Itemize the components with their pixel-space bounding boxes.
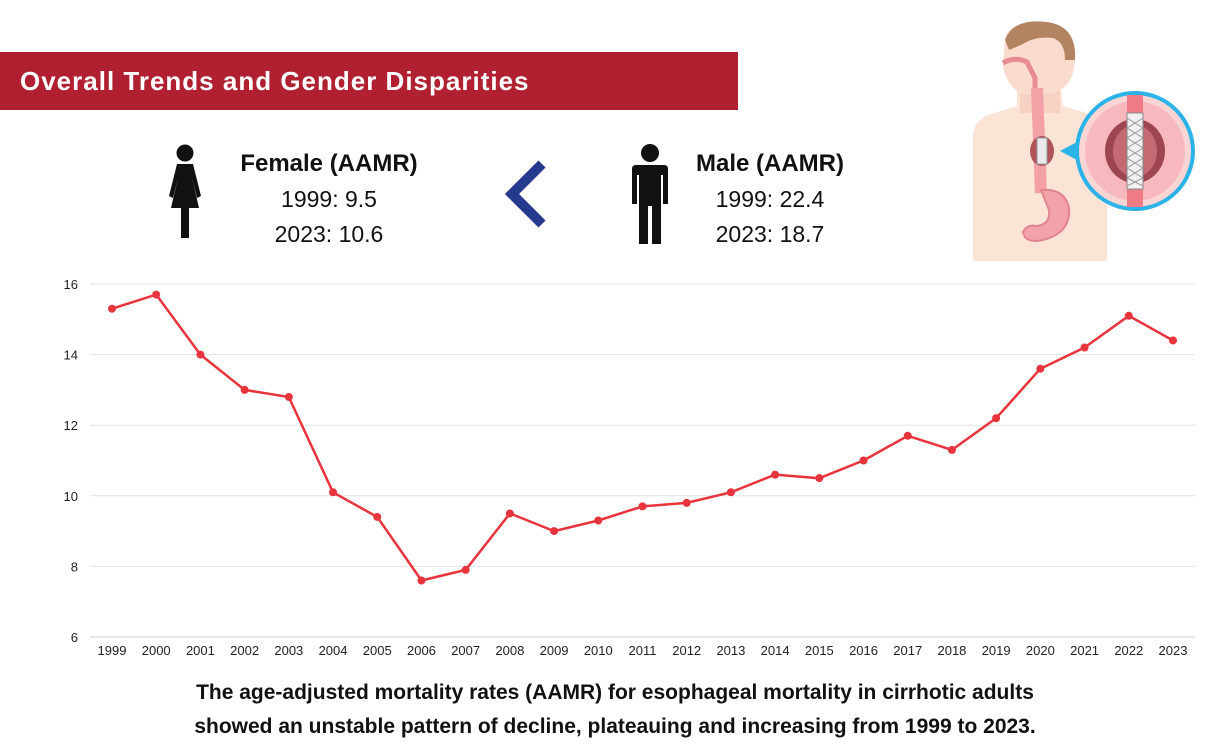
less-than-chevron-icon (504, 160, 546, 228)
data-point (1036, 364, 1045, 373)
data-point (682, 498, 691, 507)
title-banner: Overall Trends and Gender Disparities (0, 52, 738, 110)
data-point (373, 512, 382, 521)
female-stats: Female (AAMR) 1999: 9.5 2023: 10.6 (220, 150, 438, 248)
x-tick-label: 2011 (629, 643, 657, 658)
male-2023-value: 2023: 18.7 (715, 221, 825, 247)
female-title: Female (AAMR) (240, 150, 418, 177)
x-tick-label: 2004 (319, 643, 348, 658)
data-point (638, 502, 647, 511)
x-tick-label: 2003 (274, 643, 303, 658)
data-point (108, 304, 116, 313)
x-tick-label: 2018 (937, 643, 966, 658)
x-tick-label: 2002 (230, 643, 259, 658)
data-point (196, 350, 205, 359)
x-tick-label: 2007 (451, 643, 480, 658)
esophagus-stent-illustration (973, 21, 1195, 261)
caption-line-2: showed an unstable pattern of decline, p… (194, 715, 1036, 738)
data-point (859, 456, 868, 465)
data-point (771, 470, 780, 479)
x-tick-label: 2006 (407, 643, 436, 658)
x-tick-label: 2023 (1159, 643, 1188, 658)
x-tick-label: 2020 (1026, 643, 1055, 658)
male-person-icon (632, 144, 668, 244)
x-tick-label: 2001 (186, 643, 215, 658)
female-2023-value: 2023: 10.6 (274, 221, 384, 247)
data-point (417, 576, 426, 585)
x-tick-label: 2019 (982, 643, 1011, 658)
x-tick-label: 2021 (1070, 643, 1099, 658)
x-tick-label: 2012 (672, 643, 701, 658)
x-tick-label: 2016 (849, 643, 878, 658)
x-tick-label: 2009 (540, 643, 569, 658)
x-tick-label: 2015 (805, 643, 834, 658)
y-tick-label: 12 (64, 418, 78, 433)
y-tick-label: 16 (64, 277, 78, 292)
data-point (284, 392, 293, 401)
line-chart: 6 8 10 12 14 16 1999 2000 2001 2002 2003 2004 2005 2… (64, 277, 1195, 658)
data-point (815, 474, 824, 483)
data-point (240, 385, 249, 394)
data-point (461, 565, 470, 574)
male-1999-value: 1999: 22.4 (715, 186, 825, 212)
x-tick-label: 2000 (142, 643, 171, 658)
x-tick-label: 2014 (761, 643, 790, 658)
x-tick-label: 2022 (1114, 643, 1143, 658)
y-tick-label: 6 (71, 630, 78, 645)
data-point (329, 488, 338, 497)
x-tick-label: 2005 (363, 643, 392, 658)
female-1999-value: 1999: 9.5 (281, 186, 377, 212)
data-point (594, 516, 603, 525)
x-tick-label: 2013 (716, 643, 745, 658)
data-point (726, 488, 735, 497)
data-point (992, 414, 1001, 423)
data-point (1169, 336, 1177, 345)
data-point (152, 290, 161, 299)
chart-caption: The age-adjusted mortality rates (AAMR) … (0, 676, 1230, 744)
series-line (111, 293, 1174, 582)
data-point (947, 445, 956, 454)
y-tick-label: 8 (71, 559, 78, 574)
female-person-icon (169, 144, 201, 238)
data-point (1124, 311, 1133, 320)
page-title: Overall Trends and Gender Disparities (20, 66, 530, 96)
x-tick-label: 1999 (98, 643, 127, 658)
male-title: Male (AAMR) (696, 150, 844, 177)
caption-line-1: The age-adjusted mortality rates (AAMR) … (196, 681, 1034, 704)
data-point (1080, 343, 1089, 352)
x-tick-label: 2010 (584, 643, 613, 658)
y-tick-label: 14 (64, 348, 78, 363)
male-stats: Male (AAMR) 1999: 22.4 2023: 18.7 (680, 150, 860, 248)
x-tick-label: 2008 (495, 643, 524, 658)
data-point (903, 431, 912, 440)
x-tick-label: 2017 (893, 643, 922, 658)
data-point (505, 509, 514, 518)
data-point (550, 527, 559, 536)
y-tick-label: 10 (64, 489, 78, 504)
